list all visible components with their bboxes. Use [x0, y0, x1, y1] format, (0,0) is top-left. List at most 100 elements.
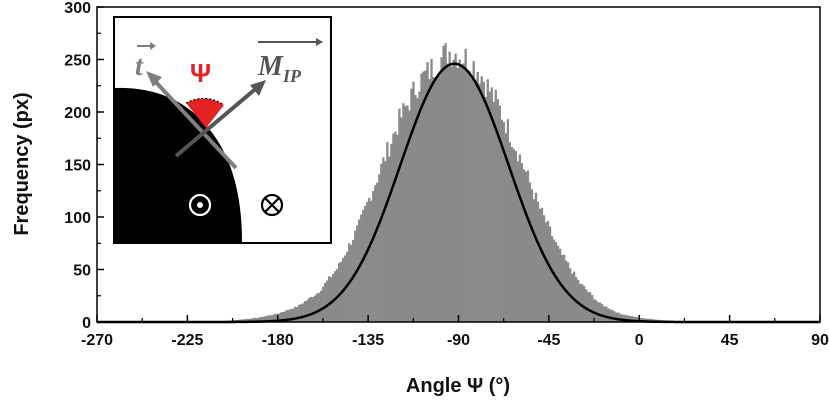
histogram-bar [532, 199, 536, 322]
histogram-bar [366, 201, 369, 322]
histogram-bar [432, 76, 435, 323]
histogram-bar [478, 83, 481, 322]
histogram-bar [514, 151, 518, 322]
histogram-bar [546, 220, 550, 322]
histogram-bar [376, 182, 379, 322]
histogram-bar [611, 309, 614, 322]
histogram-bar [496, 99, 499, 322]
inset-diagram: t Ψ M IP [113, 16, 332, 244]
histogram-bar [498, 105, 501, 322]
histogram-bar [380, 163, 383, 322]
histogram-bar [398, 108, 401, 322]
histogram-bar [544, 222, 548, 322]
histogram-bar [572, 271, 576, 322]
histogram-bar [454, 53, 457, 323]
histogram-bar [490, 87, 493, 322]
histogram-bar [548, 226, 552, 322]
x-tick-label: 0 [635, 332, 644, 349]
histogram-bar [291, 308, 295, 322]
histogram-bar [458, 59, 461, 323]
histogram-bar [512, 148, 516, 322]
histogram-bar [534, 192, 538, 322]
histogram-bar [247, 318, 250, 322]
histogram-bar [420, 73, 423, 322]
histogram-bar [587, 291, 590, 322]
histogram-bar [603, 306, 606, 322]
histogram-bar [623, 314, 626, 322]
x-tick-label: 90 [811, 332, 829, 349]
histogram-bar [285, 309, 289, 322]
histogram-bar [492, 101, 495, 323]
histogram-bar [299, 304, 303, 322]
histogram-bar [315, 293, 319, 322]
y-axis-ticks: 0 50 100 150 200 250 300 [64, 0, 104, 332]
histogram-bar [542, 215, 546, 322]
histogram-bar [641, 317, 644, 322]
histogram-bar [589, 292, 592, 322]
histogram-bar [265, 315, 269, 322]
histogram-bar [466, 70, 469, 322]
y-tick-label: 300 [64, 0, 91, 17]
histogram-bar [372, 190, 375, 322]
histogram-bar [263, 316, 266, 322]
histogram-bar [408, 110, 411, 323]
histogram-bar [261, 316, 264, 322]
tangent-arrow-head [146, 71, 162, 87]
histogram-bar [402, 103, 405, 322]
histogram-bar [486, 79, 489, 322]
histogram-bar [418, 91, 421, 323]
y-tick-label: 150 [64, 158, 91, 175]
histogram-bar [538, 208, 542, 322]
x-tick-label: -90 [447, 332, 470, 349]
histogram-bar [338, 263, 341, 322]
histogram-bar [354, 230, 357, 322]
histogram-bar [400, 117, 403, 322]
y-tick-label: 0 [82, 315, 91, 332]
histogram-bar [255, 318, 258, 322]
x-axis-title: Angle Ψ (°) [406, 375, 510, 397]
x-tick-label: -180 [262, 332, 294, 349]
histogram-bar [267, 315, 271, 322]
histogram-bar [448, 51, 451, 323]
histogram-bar [633, 316, 636, 322]
histogram-bar [317, 292, 321, 322]
t-vector-label: t [135, 51, 144, 82]
magnetization-arrow-line [174, 84, 261, 158]
m-ip-label: M [257, 51, 284, 82]
histogram-bar [295, 307, 299, 322]
histogram-bar [438, 75, 441, 322]
histogram-bar [430, 58, 433, 322]
histogram-bar [607, 308, 610, 322]
y-axis-title: Frequency (px) [11, 92, 33, 235]
histogram-bar [307, 298, 311, 322]
histogram-bar [253, 317, 256, 322]
histogram-bar [450, 66, 453, 322]
x-tick-label: -45 [537, 332, 560, 349]
t-overarrow-head [150, 42, 156, 50]
histogram-bar [637, 317, 640, 322]
histogram-bar [269, 315, 273, 322]
histogram-bar [358, 219, 361, 322]
m-ip-subscript: IP [282, 66, 302, 86]
histogram-bar [396, 134, 399, 322]
histogram-bar [428, 79, 431, 322]
histogram-bar [576, 279, 580, 322]
histogram-bar [625, 315, 628, 322]
histogram-bar [281, 311, 285, 322]
histogram-bar [474, 79, 477, 322]
histogram-bar [271, 314, 275, 322]
histogram-bar [502, 121, 505, 323]
histogram-bar [629, 316, 632, 322]
histogram-bar [249, 318, 252, 322]
histogram-bar [305, 300, 309, 322]
histogram-bar [350, 245, 353, 322]
histogram-bar [558, 248, 562, 322]
histogram-bar [329, 277, 333, 322]
histogram-bar [406, 105, 409, 322]
histogram-bar [583, 286, 586, 322]
histogram-bar [480, 76, 483, 322]
histogram-bar [639, 317, 642, 322]
histogram-bar [504, 133, 507, 322]
histogram-bar [289, 309, 293, 322]
